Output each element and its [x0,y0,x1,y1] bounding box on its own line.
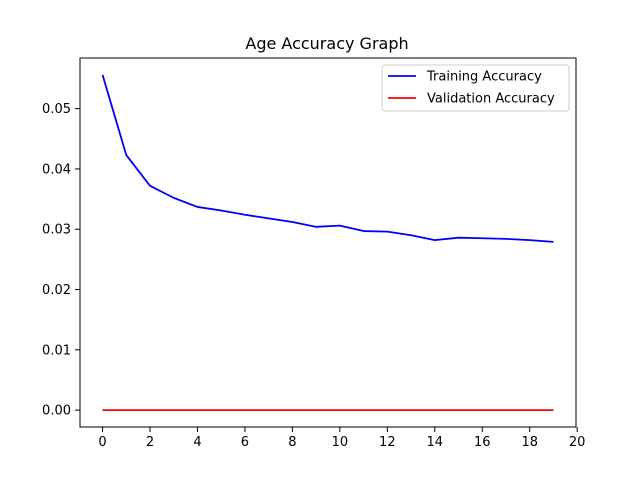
y-tick-label: 0.02 [42,283,71,298]
axes: 0 2 4 6 8 10 12 14 16 18 20 0.00 0.01 0.02 0.03 0.04 0.0… [42,57,586,450]
x-tick-label: 4 [193,435,201,450]
series-line-1 [101,74,554,243]
x-tick-label: 18 [521,435,538,450]
x-tick-label: 10 [332,435,349,450]
legend-label-2: Validation Accuracy [427,92,555,107]
legend-label-1: Training Accuracy [426,70,542,85]
y-tick-label: 0.05 [42,102,71,117]
axes-frame [79,57,577,428]
x-tick-label: 16 [474,435,491,450]
chart-title: Age Accuracy Graph [245,34,408,53]
plot-area [101,74,554,412]
y-tick-label: 0.03 [42,223,71,238]
legend-box [381,64,570,112]
x-tick-label: 6 [241,435,249,450]
y-tick-label: 0.04 [42,162,71,177]
y-tick-label: 0.00 [42,404,71,419]
x-tick-label: 8 [288,435,296,450]
x-tick-label: 2 [146,435,154,450]
x-tick-label: 0 [98,435,106,450]
x-tick-label: 20 [569,435,586,450]
x-tick-label: 14 [427,435,444,450]
y-tick-label: 0.01 [42,343,71,358]
legend: Training Accuracy Validation Accuracy [381,64,570,112]
x-tick-label: 12 [379,435,396,450]
